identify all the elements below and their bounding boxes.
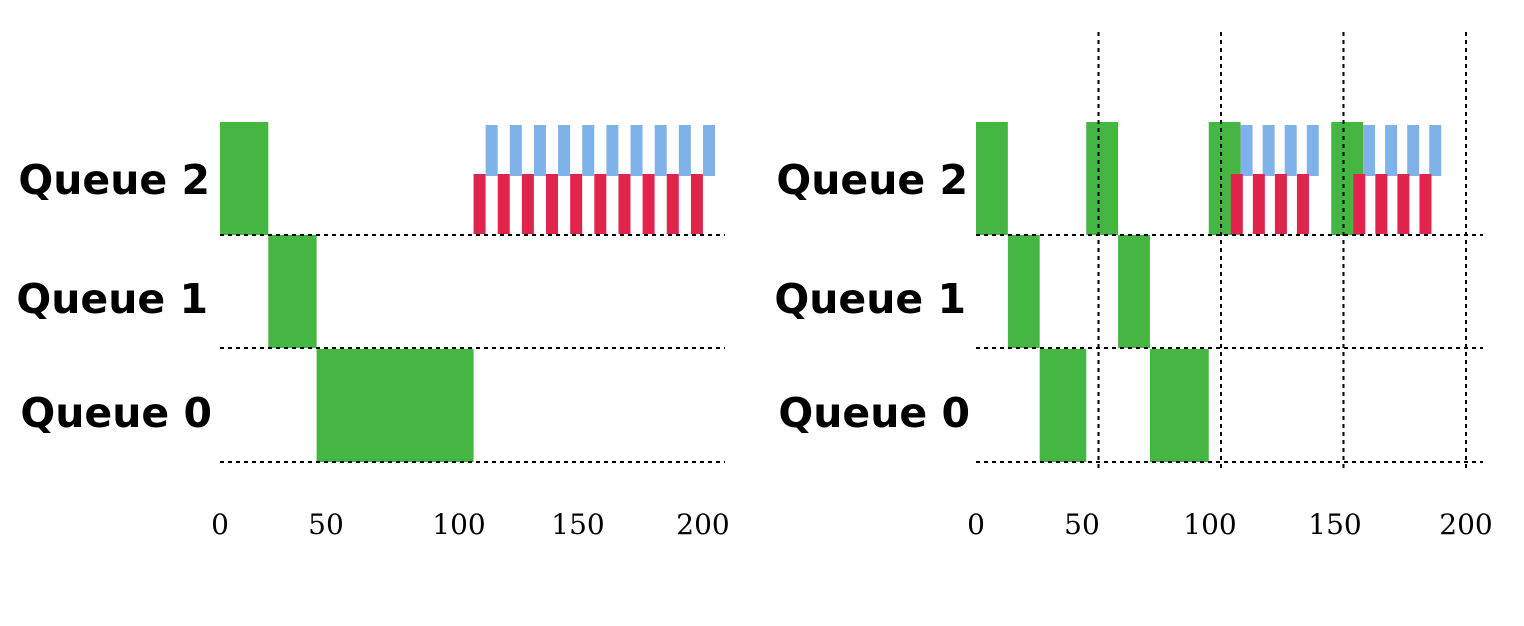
red-job-bar [618,174,631,234]
task-segment [1149,349,1209,462]
left-x-ticks: 0 50 100 150 200 [211,508,730,541]
red-job-bar [473,174,486,234]
blue-job-bar [703,125,715,176]
right-tick-label: 0 [967,508,985,541]
task-segment [220,122,269,235]
red-job-bar [1296,174,1309,234]
right-row-lines [976,32,1483,470]
blue-job-bar [1306,125,1319,176]
left-queue-0-label: Queue 0 [20,389,212,437]
task-segment [1118,235,1150,348]
right-tick-label: 200 [1439,508,1492,541]
blue-job-bar [509,125,522,176]
red-job-bar [1353,174,1366,234]
left-tick-label: 100 [432,508,485,541]
red-job-bar [546,174,559,234]
red-job-bar [1230,174,1243,234]
blue-job-bar [1363,125,1376,176]
blue-job-bar [582,125,595,176]
right-tick-label: 100 [1183,508,1236,541]
right-x-ticks: 0 50 100 150 200 [967,508,1493,541]
blue-job-bar [485,125,498,176]
task-segment [316,349,474,462]
blue-job-bar [1262,125,1275,176]
task-segment [1086,122,1119,235]
blue-job-bar [1240,125,1253,176]
left-chart-marks [220,122,715,462]
left-queue-2-label: Queue 2 [18,156,210,204]
task-segment [268,235,317,348]
red-job-bar [521,174,534,234]
blue-job-bar [654,125,667,176]
right-queue-0-label: Queue 0 [778,389,970,437]
blue-job-bar [1284,125,1297,176]
red-job-bar [1274,174,1287,234]
red-job-bar [497,174,510,234]
left-tick-label: 50 [308,508,344,541]
left-tick-label: 150 [551,508,604,541]
right-chart-marks [976,122,1442,462]
red-job-bar [666,174,679,234]
left-timeline-panel: Queue 2 Queue 1 Queue 0 0 50 100 150 200 [16,122,730,541]
blue-job-bar [1385,125,1398,176]
red-job-bar [1397,174,1410,234]
right-tick-label: 50 [1064,508,1100,541]
blue-job-bar [558,125,571,176]
right-timeline-panel: Queue 2 Queue 1 Queue 0 0 50 100 150 200 [774,32,1493,541]
red-job-bar [570,174,583,234]
task-segment [1007,235,1040,348]
blue-job-bar [1429,125,1442,176]
red-job-bar [1419,174,1432,234]
task-segment [1039,349,1087,462]
red-job-bar [594,174,607,234]
red-job-bar [1252,174,1265,234]
left-tick-label: 0 [211,508,229,541]
red-job-bar [1375,174,1388,234]
red-job-bar [642,174,655,234]
task-segment [976,122,1008,235]
blue-job-bar [630,125,643,176]
blue-job-bar [533,125,546,176]
right-queue-2-label: Queue 2 [776,156,968,204]
right-tick-label: 150 [1308,508,1361,541]
right-queue-1-label: Queue 1 [774,275,966,323]
left-queue-1-label: Queue 1 [16,275,208,323]
red-job-bar [690,174,703,234]
left-tick-label: 200 [676,508,729,541]
blue-job-bar [678,125,691,176]
blue-job-bar [1407,125,1420,176]
blue-job-bar [606,125,619,176]
